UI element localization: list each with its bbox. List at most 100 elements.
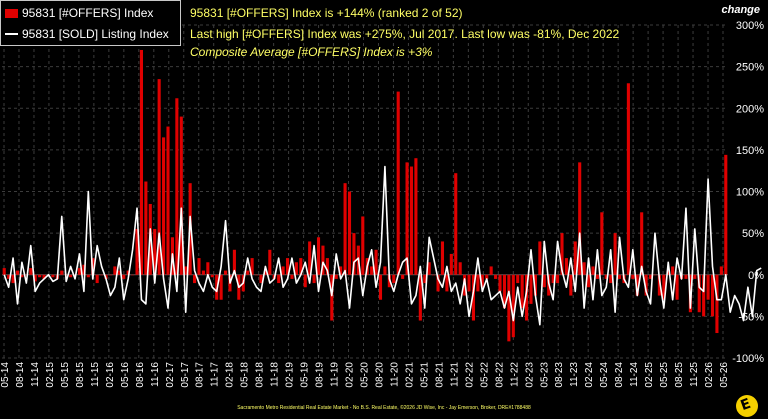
bar xyxy=(378,274,383,300)
x-tick-label: 11-22 xyxy=(509,362,520,387)
y-tick-label: -100% xyxy=(732,353,764,365)
legend-item-offers: 95831 [#OFFERS] Index xyxy=(5,4,153,22)
brand-logo-icon: E xyxy=(736,395,758,417)
bar xyxy=(153,228,157,275)
x-tick-label: 02-17 xyxy=(165,362,176,388)
bar xyxy=(38,274,42,278)
bar xyxy=(436,274,440,292)
bar xyxy=(308,241,312,275)
bar xyxy=(502,274,506,309)
bar xyxy=(15,270,20,275)
bar xyxy=(210,274,214,278)
bar xyxy=(485,274,489,279)
x-tick-label: 05-23 xyxy=(539,362,550,388)
bar xyxy=(662,274,666,300)
bar xyxy=(626,83,630,275)
bar xyxy=(259,274,263,284)
bar xyxy=(587,274,591,288)
bar xyxy=(671,266,675,275)
bar xyxy=(458,262,462,275)
bar xyxy=(644,274,648,296)
bar xyxy=(573,241,577,275)
bar xyxy=(69,274,73,278)
bar xyxy=(277,274,281,284)
info-current-index: 95831 [#OFFERS] Index is +144% (ranked 2… xyxy=(190,6,463,20)
x-tick-label: 08-24 xyxy=(614,362,625,388)
bar xyxy=(263,270,267,275)
bar xyxy=(51,274,55,278)
bar xyxy=(706,274,710,300)
bar xyxy=(719,266,723,275)
bar xyxy=(299,258,303,275)
x-tick-label: 05-20 xyxy=(360,362,371,388)
bar xyxy=(86,274,90,278)
bar xyxy=(95,274,99,284)
bar xyxy=(206,262,210,275)
legend-swatch-bar xyxy=(5,8,18,18)
bar xyxy=(631,274,635,279)
x-tick-label: 05-26 xyxy=(719,362,730,388)
bar xyxy=(157,79,161,275)
bar xyxy=(254,274,259,276)
bar xyxy=(440,241,445,275)
bar xyxy=(525,274,529,321)
x-tick-label: 02-21 xyxy=(404,362,415,388)
y-tick-label: 50% xyxy=(742,228,764,240)
bar xyxy=(162,137,166,275)
bar xyxy=(29,268,33,275)
bar xyxy=(476,274,480,292)
line-series xyxy=(3,165,762,326)
legend-item-sold: 95831 [SOLD] Listing Index xyxy=(5,25,169,43)
bar xyxy=(60,270,64,275)
bar xyxy=(24,274,28,276)
bar xyxy=(11,274,15,284)
bar xyxy=(533,274,537,296)
bar xyxy=(166,126,170,275)
x-tick-label: 05-17 xyxy=(180,362,191,388)
bar xyxy=(516,274,520,284)
y-axis-label: change xyxy=(721,4,760,16)
bar xyxy=(193,274,197,284)
bar xyxy=(449,253,453,275)
x-tick-label: 05-16 xyxy=(120,362,131,388)
bar xyxy=(551,274,555,284)
bar xyxy=(201,270,205,275)
bar xyxy=(82,264,86,275)
bar xyxy=(454,173,458,275)
bar xyxy=(392,274,396,284)
x-tick-label: 02-23 xyxy=(524,362,535,388)
x-tick-label: 08-18 xyxy=(255,362,266,388)
x-tick-label: 08-15 xyxy=(75,362,86,388)
bar xyxy=(635,274,639,296)
bar xyxy=(710,274,715,317)
bar xyxy=(604,274,608,279)
x-tick-label: 02-22 xyxy=(464,362,475,388)
info-composite-average: Composite Average [#OFFERS] Index is +3% xyxy=(190,45,433,59)
x-tick-label: 11-19 xyxy=(330,362,341,387)
bar xyxy=(219,274,223,300)
bar xyxy=(578,162,582,275)
bar xyxy=(42,274,46,279)
x-tick-label: 08-17 xyxy=(195,362,206,388)
y-tick-label: 100% xyxy=(736,187,764,199)
bar xyxy=(529,274,533,304)
bar xyxy=(480,274,484,288)
bar xyxy=(542,274,546,288)
x-tick-label: 05-22 xyxy=(479,362,490,388)
bar xyxy=(396,91,400,275)
bar xyxy=(600,212,604,275)
y-tick-label: 150% xyxy=(736,145,764,157)
bar xyxy=(285,258,290,275)
bar xyxy=(489,266,493,275)
bar xyxy=(139,49,143,275)
bar xyxy=(613,233,617,275)
bar xyxy=(657,274,661,296)
bar xyxy=(617,274,622,279)
bar xyxy=(184,266,188,275)
bar xyxy=(113,266,117,275)
x-tick-label: 05-24 xyxy=(599,362,610,388)
bar xyxy=(569,274,573,296)
y-tick-label: -50% xyxy=(738,311,764,323)
bar xyxy=(697,274,701,313)
